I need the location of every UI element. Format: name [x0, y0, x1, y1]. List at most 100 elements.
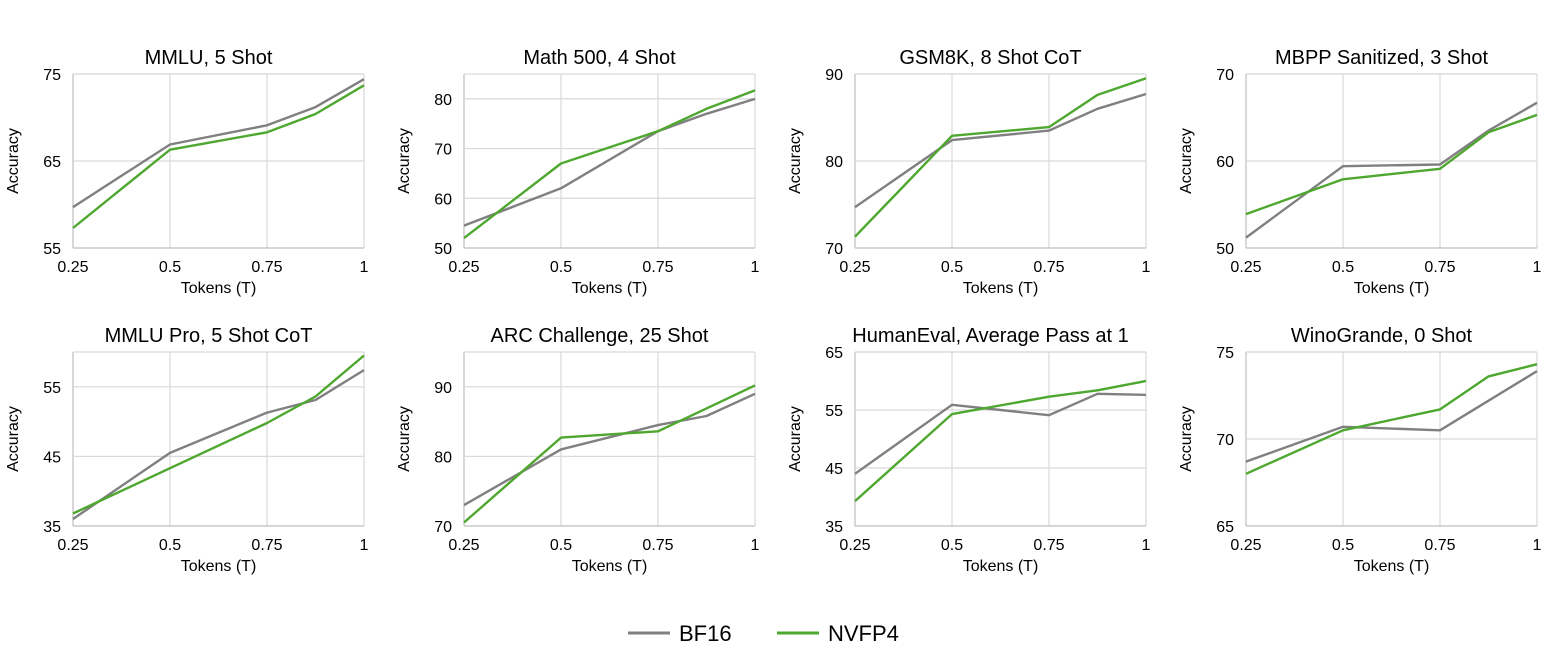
y-axis-label: Accuracy — [1178, 128, 1195, 194]
x-tick-label: 0.25 — [448, 259, 479, 276]
series-line-nvfp4 — [854, 379, 1147, 502]
x-tick-label: 0.75 — [642, 259, 673, 276]
x-tick-label: 1 — [1533, 537, 1542, 554]
x-axis-label: Tokens (T) — [963, 558, 1039, 575]
y-tick-label: 70 — [1216, 67, 1234, 84]
chart-title: ARC Challenge, 25 Shot — [491, 325, 709, 347]
y-tick-label: 55 — [825, 403, 843, 420]
x-tick-label: 1 — [360, 259, 369, 276]
x-tick-label: 1 — [360, 537, 369, 554]
series-line-nvfp4 — [72, 84, 365, 229]
x-tick-label: 1 — [1142, 537, 1151, 554]
y-tick-label: 90 — [825, 67, 843, 84]
x-axis-label: Tokens (T) — [1354, 280, 1430, 297]
series-line-nvfp4 — [854, 77, 1147, 238]
x-tick-label: 0.5 — [159, 537, 181, 554]
chart-panel-4: MBPP Sanitized, 3 Shot 0.25 0.5 0.75 1 50 60 70… — [1178, 47, 1542, 297]
x-tick-label: 1 — [1142, 259, 1151, 276]
x-tick-label: 0.5 — [941, 259, 963, 276]
y-tick-label: 45 — [43, 449, 61, 466]
x-tick-label: 0.75 — [1424, 259, 1455, 276]
x-axis-label: Tokens (T) — [1354, 558, 1430, 575]
x-tick-label: 0.5 — [941, 537, 963, 554]
series-line-bf16 — [72, 369, 365, 520]
y-tick-label: 75 — [43, 67, 61, 84]
y-tick-label: 80 — [434, 449, 452, 466]
y-axis-label: Accuracy — [5, 406, 22, 472]
chart-panel-3: GSM8K, 8 Shot CoT 0.25 0.5 0.75 1 70 80 90 Token… — [787, 47, 1151, 297]
x-tick-label: 0.75 — [1424, 537, 1455, 554]
y-tick-label: 65 — [825, 345, 843, 362]
series-line-bf16 — [463, 97, 756, 227]
y-tick-label: 50 — [1216, 241, 1234, 258]
y-axis-label: Accuracy — [1178, 406, 1195, 472]
x-tick-label: 1 — [1533, 259, 1542, 276]
x-tick-label: 0.25 — [1230, 537, 1261, 554]
y-tick-label: 60 — [434, 191, 452, 208]
x-tick-label: 0.25 — [1230, 259, 1261, 276]
x-axis-label: Tokens (T) — [181, 558, 257, 575]
x-tick-label: 0.25 — [57, 537, 88, 554]
y-tick-label: 70 — [434, 519, 452, 536]
y-tick-label: 70 — [1216, 432, 1234, 449]
x-tick-label: 1 — [751, 537, 760, 554]
x-axis-label: Tokens (T) — [181, 280, 257, 297]
x-axis-label: Tokens (T) — [572, 558, 648, 575]
legend: BF16 NVFP4 — [628, 621, 899, 646]
y-tick-label: 35 — [825, 519, 843, 536]
chart-title: MMLU, 5 Shot — [145, 47, 273, 69]
x-tick-label: 0.25 — [448, 537, 479, 554]
chart-title: Math 500, 4 Shot — [523, 47, 676, 69]
series-line-nvfp4 — [463, 384, 756, 524]
x-tick-label: 1 — [751, 259, 760, 276]
x-tick-label: 0.75 — [1033, 537, 1064, 554]
x-tick-label: 0.25 — [839, 259, 870, 276]
series-line-nvfp4 — [1245, 113, 1538, 216]
y-tick-label: 60 — [1216, 154, 1234, 171]
y-tick-label: 75 — [1216, 345, 1234, 362]
series-line-nvfp4 — [463, 89, 756, 240]
series-line-bf16 — [1245, 370, 1538, 463]
x-tick-label: 0.25 — [839, 537, 870, 554]
chart-title: HumanEval, Average Pass at 1 — [852, 325, 1128, 347]
x-tick-label: 0.75 — [251, 259, 282, 276]
series-line-nvfp4 — [1245, 363, 1538, 475]
y-axis-label: Accuracy — [787, 128, 804, 194]
series-line-nvfp4 — [72, 354, 365, 515]
y-tick-label: 35 — [43, 519, 61, 536]
series-line-bf16 — [1245, 101, 1538, 239]
series-line-bf16 — [854, 92, 1147, 209]
legend-label-nvfp4: NVFP4 — [828, 621, 899, 646]
y-axis-label: Accuracy — [5, 128, 22, 194]
chart-title: GSM8K, 8 Shot CoT — [899, 47, 1081, 69]
x-tick-label: 0.5 — [159, 259, 181, 276]
chart-panel-5: MMLU Pro, 5 Shot CoT 0.25 0.5 0.75 1 35 45 55 To… — [5, 325, 369, 575]
y-tick-label: 70 — [825, 241, 843, 258]
x-tick-label: 0.75 — [1033, 259, 1064, 276]
x-tick-label: 0.5 — [550, 537, 572, 554]
x-tick-label: 0.5 — [1332, 259, 1354, 276]
chart-title: WinoGrande, 0 Shot — [1291, 325, 1473, 347]
y-tick-label: 55 — [43, 241, 61, 258]
x-tick-label: 0.5 — [1332, 537, 1354, 554]
chart-title: MBPP Sanitized, 3 Shot — [1275, 47, 1489, 69]
y-tick-label: 90 — [434, 380, 452, 397]
chart-title: MMLU Pro, 5 Shot CoT — [105, 325, 313, 347]
x-axis-label: Tokens (T) — [963, 280, 1039, 297]
y-tick-label: 80 — [434, 92, 452, 109]
y-tick-label: 70 — [434, 142, 452, 159]
y-axis-label: Accuracy — [787, 406, 804, 472]
series-line-bf16 — [463, 392, 756, 507]
y-tick-label: 45 — [825, 461, 843, 478]
y-axis-label: Accuracy — [396, 128, 413, 194]
x-axis-label: Tokens (T) — [572, 280, 648, 297]
y-axis-label: Accuracy — [396, 406, 413, 472]
chart-panel-7: HumanEval, Average Pass at 1 0.25 0.5 0.75 1… — [787, 325, 1151, 575]
x-tick-label: 0.5 — [550, 259, 572, 276]
y-tick-label: 65 — [43, 154, 61, 171]
legend-label-bf16: BF16 — [679, 621, 732, 646]
chart-panel-2: Math 500, 4 Shot 0.25 0.5 0.75 1 50 60 70 80 Toke… — [396, 47, 760, 297]
series-line-bf16 — [854, 392, 1147, 475]
chart-panel-6: ARC Challenge, 25 Shot 0.25 0.5 0.75 1 70 80 90… — [396, 325, 760, 575]
